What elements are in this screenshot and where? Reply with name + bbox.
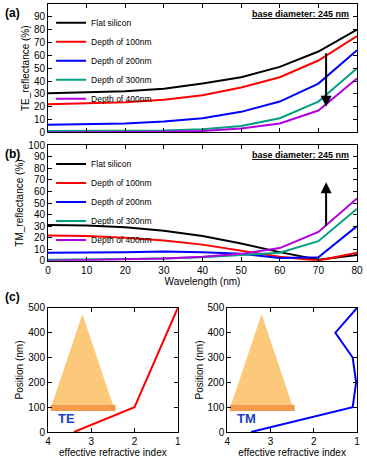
svg-text:20: 20 [34,232,46,243]
svg-text:70: 70 [34,37,46,48]
svg-text:TE: TE [58,411,75,426]
svg-text:Wavelength (nm): Wavelength (nm) [165,276,241,287]
svg-text:50: 50 [34,63,46,74]
svg-text:40: 40 [34,76,46,87]
svg-text:400: 400 [208,327,225,338]
svg-text:20: 20 [34,101,46,112]
svg-text:0: 0 [39,127,45,138]
svg-text:TM_reflectance (%): TM_reflectance (%) [14,159,25,246]
svg-text:(b): (b) [5,147,20,161]
svg-text:TE_reflectance (%): TE_reflectance (%) [20,25,31,111]
svg-text:70: 70 [34,174,46,185]
svg-text:80: 80 [34,163,46,174]
svg-text:Depth of 300nm: Depth of 300nm [91,75,151,85]
svg-text:40: 40 [34,209,46,220]
svg-text:0: 0 [45,265,51,276]
svg-text:effective refractive index: effective refractive index [238,447,346,458]
svg-text:1: 1 [354,436,360,447]
svg-text:Depth of 200nm: Depth of 200nm [91,56,151,66]
svg-text:90: 90 [34,151,46,162]
svg-text:0: 0 [39,255,45,266]
svg-text:Depth of 100nm: Depth of 100nm [91,178,151,188]
svg-text:200: 200 [28,377,45,388]
svg-text:3: 3 [268,436,274,447]
svg-text:50: 50 [236,265,248,276]
svg-text:10: 10 [34,244,46,255]
svg-text:0: 0 [219,427,225,438]
svg-text:Position (nm): Position (nm) [194,340,205,399]
svg-text:Depth of 400nm: Depth of 400nm [91,235,151,245]
svg-text:10: 10 [81,265,93,276]
svg-text:Flat silicon: Flat silicon [91,159,131,169]
svg-text:500: 500 [28,302,45,313]
svg-text:60: 60 [34,50,46,61]
svg-text:4: 4 [224,436,230,447]
svg-text:Depth of 300nm: Depth of 300nm [91,216,151,226]
svg-text:(c): (c) [5,290,20,304]
svg-text:2: 2 [132,436,138,447]
svg-text:90: 90 [34,11,46,22]
svg-text:30: 30 [34,221,46,232]
svg-text:300: 300 [208,352,225,363]
svg-text:60: 60 [34,186,46,197]
svg-text:60: 60 [274,265,286,276]
svg-text:4: 4 [45,436,51,447]
svg-text:500: 500 [208,302,225,313]
svg-text:100: 100 [28,140,45,151]
svg-text:300: 300 [28,352,45,363]
svg-text:effective refractive index: effective refractive index [59,447,167,458]
svg-text:0: 0 [39,427,45,438]
svg-text:3: 3 [88,436,94,447]
svg-text:1: 1 [175,436,181,447]
svg-text:80: 80 [34,24,46,35]
svg-text:2: 2 [311,436,317,447]
svg-text:200: 200 [208,377,225,388]
svg-text:100: 100 [208,402,225,413]
svg-text:400: 400 [28,327,45,338]
svg-text:base diameter: 245 nm: base diameter: 245 nm [252,9,349,19]
svg-text:40: 40 [197,265,209,276]
svg-text:(a): (a) [5,6,20,20]
svg-text:10: 10 [34,114,46,125]
svg-text:Position (nm): Position (nm) [14,340,25,399]
svg-text:Depth of 400nm: Depth of 400nm [91,94,151,104]
svg-text:70: 70 [313,265,325,276]
svg-text:TM: TM [237,411,256,426]
svg-text:80: 80 [351,265,363,276]
svg-text:100: 100 [28,402,45,413]
svg-text:50: 50 [34,198,46,209]
svg-text:20: 20 [120,265,132,276]
svg-text:Flat silicon: Flat silicon [91,18,131,28]
svg-text:Depth of 100nm: Depth of 100nm [91,37,151,47]
svg-text:Depth of 200nm: Depth of 200nm [91,197,151,207]
svg-text:30: 30 [158,265,170,276]
svg-text:30: 30 [34,88,46,99]
svg-text:base diameter: 245 nm: base diameter: 245 nm [252,150,349,160]
